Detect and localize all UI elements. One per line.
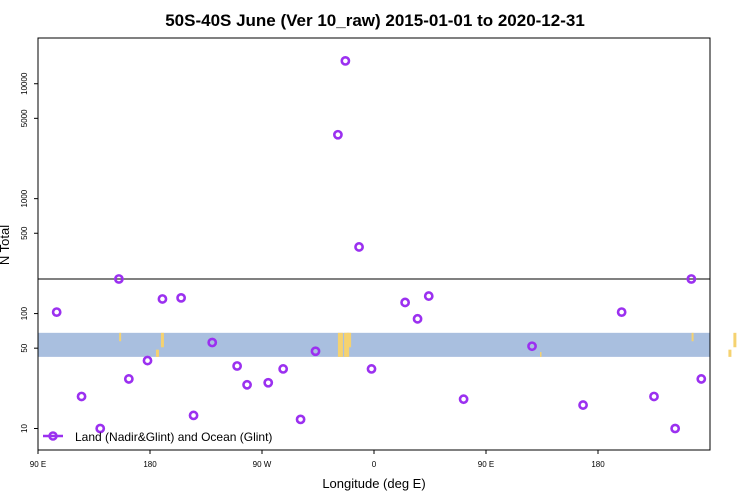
ocean-strip <box>38 332 710 357</box>
data-point <box>263 377 274 388</box>
world-map-band <box>38 332 737 357</box>
data-point <box>51 307 62 318</box>
data-point <box>242 379 252 390</box>
data-point <box>76 391 87 402</box>
data-point <box>696 374 707 384</box>
data-point <box>310 346 321 357</box>
data-point <box>278 364 289 374</box>
land-fragment <box>337 332 343 357</box>
data-point <box>333 129 343 140</box>
data-point <box>578 400 588 410</box>
legend: Land (Nadir&Glint) and Ocean (Glint) <box>43 430 272 444</box>
land-fragment <box>733 332 737 348</box>
y-tick-label: 10 <box>20 424 29 433</box>
data-point <box>366 364 377 374</box>
land-fragment <box>160 332 164 348</box>
plot-area <box>38 56 710 434</box>
land-fragment <box>691 332 694 342</box>
land-fragment <box>347 332 352 348</box>
x-tick-label: 180 <box>143 460 157 469</box>
data-point <box>295 414 306 425</box>
data-point <box>686 274 697 284</box>
x-tick-label: 180 <box>591 460 605 469</box>
y-tick-label: 500 <box>20 226 29 240</box>
x-tick-label: 90 E <box>478 460 494 469</box>
land-fragment <box>155 349 159 357</box>
y-tick-label: 5000 <box>20 109 29 127</box>
data-point <box>423 291 434 301</box>
data-point <box>649 391 659 402</box>
y-axis: 10 50 100 500 1000 5000 10000 <box>20 72 38 433</box>
data-point <box>527 341 537 352</box>
x-tick-label: 90 E <box>30 460 46 469</box>
land-fragment <box>540 352 542 357</box>
y-tick-label: 1000 <box>20 189 29 207</box>
data-point <box>412 313 423 324</box>
data-point <box>340 56 351 66</box>
y-tick-label: 50 <box>20 343 29 352</box>
data-point <box>95 423 106 434</box>
legend-label: Land (Nadir&Glint) and Ocean (Glint) <box>75 430 272 444</box>
x-axis: 90 E 180 90 W 0 90 E 180 <box>30 450 605 469</box>
data-point <box>188 410 199 421</box>
data-point <box>400 297 411 308</box>
legend-marker <box>48 431 58 441</box>
y-tick-label: 10000 <box>20 72 29 95</box>
data-point <box>123 374 134 384</box>
land-fragment <box>119 332 122 342</box>
land-fragment <box>728 349 732 357</box>
land-fragment <box>344 332 350 357</box>
data-point <box>207 337 218 348</box>
data-point <box>176 292 187 303</box>
data-point <box>616 307 627 318</box>
data-point <box>157 294 168 304</box>
x-tick-label: 90 W <box>253 460 272 469</box>
y-axis-label: N Total <box>0 225 12 265</box>
plot-frame <box>37 37 711 451</box>
chart-title: 50S-40S June (Ver 10_raw) 2015-01-01 to … <box>165 11 585 30</box>
data-point <box>458 394 469 405</box>
data-point <box>670 423 681 434</box>
y-tick-label: 100 <box>20 306 29 320</box>
data-point <box>232 361 243 371</box>
x-axis-label: Longitude (deg E) <box>322 476 425 491</box>
data-point <box>113 274 124 284</box>
data-point <box>354 242 364 252</box>
x-tick-label: 0 <box>372 460 377 469</box>
data-point <box>142 355 153 366</box>
